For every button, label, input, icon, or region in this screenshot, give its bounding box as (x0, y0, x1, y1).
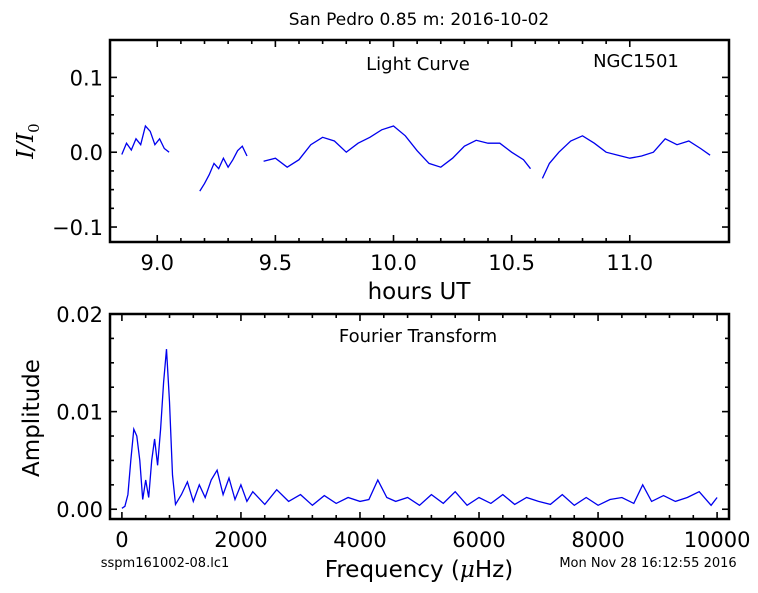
light-curve-xtick-label: 9.0 (141, 251, 174, 275)
light-curve-xtick-label: 11.0 (606, 251, 653, 275)
fourier-ytick-label: 0.01 (56, 401, 103, 425)
light-curve-ticks: 9.0 9.5 10.0 10.5 11.0 −0.1 0.0 0.1 (52, 40, 729, 275)
light-curve-frame (108, 38, 731, 244)
fourier-ticks: 0 2000 4000 6000 8000 10000 0.00 0.01 0.02 (56, 303, 750, 552)
fourier-xlabel-tail: Hz) (475, 557, 513, 583)
light-curve-ylabel-main: I/I (13, 132, 39, 160)
light-curve-xtick-label: 9.5 (259, 251, 292, 275)
footer-filename: sspm161002-08.lc1 (101, 556, 229, 571)
fourier-xtick-label: 4000 (333, 528, 386, 552)
fourier-frame (108, 312, 731, 521)
fourier-ytick-label: 0.02 (56, 303, 103, 327)
light-curve-object-label: NGC1501 (593, 51, 679, 72)
light-curve-xtick-label: 10.5 (488, 251, 535, 275)
light-curve-ylabel-subscript: 0 (25, 123, 43, 133)
fourier-xlabel-mu: μ (460, 557, 475, 583)
fourier-ytick-label: 0.00 (56, 498, 103, 522)
light-curve-xlabel: hours UT (368, 279, 472, 305)
fourier-xtick-label: 6000 (452, 528, 505, 552)
fourier-xtick-label: 2000 (214, 528, 267, 552)
fourier-xtick-label: 10000 (684, 528, 751, 552)
fourier-title: Fourier Transform (339, 326, 497, 347)
footer-timestamp: Mon Nov 28 16:12:55 2016 (559, 556, 736, 571)
fourier-panel: 0 2000 4000 6000 8000 10000 0.00 0.01 0.02 Fouri… (19, 303, 751, 583)
light-curve-panel: 9.0 9.5 10.0 10.5 11.0 −0.1 0.0 0.1 Light Curve… (13, 38, 731, 305)
fourier-ylabel: Amplitude (19, 359, 45, 477)
light-curve-ytick-label: 0.0 (70, 141, 103, 165)
light-curve-series (121, 124, 711, 192)
figure-title: San Pedro 0.85 m: 2016-10-02 (289, 10, 549, 30)
fourier-xtick-label: 0 (115, 528, 128, 552)
fourier-xlabel-head: Frequency ( (325, 557, 460, 583)
light-curve-xtick-label: 10.0 (370, 251, 417, 275)
fourier-xtick-label: 8000 (571, 528, 624, 552)
light-curve-ytick-label: −0.1 (52, 216, 103, 240)
fourier-series (121, 349, 718, 509)
light-curve-ytick-label: 0.1 (70, 66, 103, 90)
light-curve-ylabel: I/I0 (13, 123, 43, 159)
fourier-xlabel: Frequency (μHz) (325, 557, 513, 583)
light-curve-title: Light Curve (366, 54, 470, 75)
